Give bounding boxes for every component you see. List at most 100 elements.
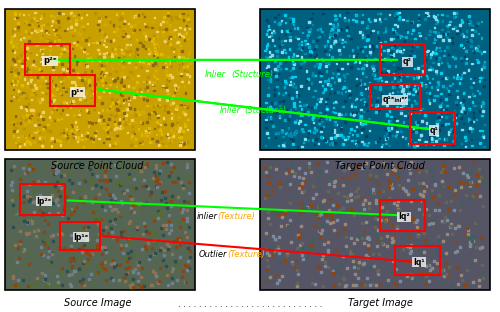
Point xyxy=(179,129,187,134)
Point xyxy=(472,23,480,28)
Point xyxy=(104,124,112,129)
Point xyxy=(72,73,80,78)
Point xyxy=(437,170,445,175)
Point xyxy=(446,83,454,88)
Point xyxy=(467,119,475,124)
Point xyxy=(96,178,104,183)
Point xyxy=(428,188,436,193)
Point xyxy=(358,130,366,135)
Point xyxy=(120,98,128,103)
Point xyxy=(396,73,404,78)
Point xyxy=(72,205,80,210)
Point xyxy=(28,283,36,288)
Point xyxy=(387,49,395,54)
Point xyxy=(464,118,472,123)
Point xyxy=(104,51,112,56)
Point xyxy=(91,196,99,201)
Point xyxy=(448,232,456,236)
Point xyxy=(42,165,50,170)
Point xyxy=(406,137,414,142)
Point xyxy=(150,33,158,38)
Point xyxy=(468,137,475,142)
Point xyxy=(328,44,336,49)
Point xyxy=(130,209,138,214)
Point xyxy=(140,96,147,101)
Point xyxy=(70,80,78,85)
Point xyxy=(127,23,135,28)
Point xyxy=(116,182,124,187)
Point xyxy=(268,52,276,57)
Point xyxy=(19,248,27,253)
Point xyxy=(106,19,114,24)
Point xyxy=(425,263,433,268)
Point xyxy=(444,132,452,137)
Text: Iq¹: Iq¹ xyxy=(413,258,425,266)
Point xyxy=(140,128,148,133)
Point xyxy=(304,35,312,40)
Point xyxy=(101,267,109,272)
Point xyxy=(334,190,342,195)
Point xyxy=(58,270,66,275)
Point xyxy=(270,87,278,92)
Point xyxy=(51,27,59,32)
Point xyxy=(28,200,36,205)
Point xyxy=(91,134,99,139)
Point xyxy=(75,112,83,117)
Point xyxy=(380,160,388,165)
Point xyxy=(468,137,475,142)
Point xyxy=(82,37,90,41)
Point xyxy=(46,48,54,53)
Point xyxy=(466,179,474,184)
Point xyxy=(162,227,170,232)
Point xyxy=(404,191,411,196)
Point xyxy=(162,61,170,66)
Point xyxy=(460,45,468,50)
Point xyxy=(19,90,27,95)
Point xyxy=(295,46,303,51)
Point xyxy=(48,188,56,193)
Point xyxy=(332,74,340,79)
Point xyxy=(130,187,138,192)
Point xyxy=(118,200,126,205)
Point xyxy=(433,121,441,126)
Point xyxy=(435,207,443,212)
Point xyxy=(166,41,174,46)
Point xyxy=(370,64,378,69)
Point xyxy=(330,105,338,110)
Point xyxy=(270,249,278,254)
Point xyxy=(105,51,113,56)
Point xyxy=(422,12,430,17)
Point xyxy=(126,279,134,284)
Point xyxy=(292,35,300,40)
Point xyxy=(8,70,16,75)
Point xyxy=(111,122,119,127)
Point xyxy=(410,217,418,222)
Point xyxy=(100,228,108,233)
Point xyxy=(270,211,278,216)
Point xyxy=(271,15,279,20)
Point xyxy=(30,229,38,234)
Point xyxy=(180,26,188,31)
Point xyxy=(311,88,319,93)
Point xyxy=(286,181,294,186)
Point xyxy=(338,40,346,45)
Point xyxy=(438,123,446,128)
Point xyxy=(275,234,283,239)
Point xyxy=(112,163,120,168)
Point xyxy=(266,116,274,121)
Point xyxy=(372,43,380,48)
Point xyxy=(416,248,424,253)
Point xyxy=(123,270,131,275)
Point xyxy=(394,47,402,52)
Point xyxy=(423,262,431,267)
Point xyxy=(124,250,132,255)
Point xyxy=(156,247,164,252)
Point xyxy=(422,125,430,130)
Point xyxy=(160,271,168,276)
Point xyxy=(370,66,378,71)
Point xyxy=(478,36,486,41)
Point xyxy=(24,101,32,106)
Point xyxy=(186,249,194,254)
Point xyxy=(292,94,300,99)
Point xyxy=(306,33,314,38)
